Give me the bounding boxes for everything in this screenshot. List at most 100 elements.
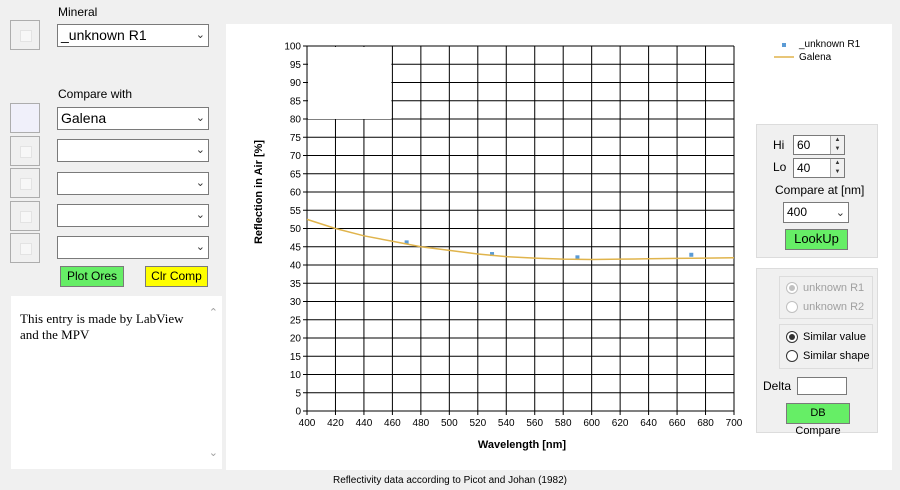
- x-tick-label: 460: [384, 418, 401, 429]
- y-tick-label: 85: [290, 96, 302, 107]
- x-tick-label: 560: [526, 418, 543, 429]
- x-tick-label: 480: [413, 418, 430, 429]
- spin-down-icon[interactable]: ▼: [830, 168, 844, 177]
- compare-select-4[interactable]: ⌄: [57, 204, 209, 227]
- compare-color-swatch-3[interactable]: [10, 168, 40, 198]
- y-tick-label: 70: [290, 151, 302, 162]
- compare-at-label: Compare at [nm]: [775, 183, 865, 197]
- legend-label-unknown: _unknown R1: [798, 39, 861, 50]
- x-tick-label: 420: [327, 418, 344, 429]
- hi-spinner[interactable]: 60 ▲ ▼: [793, 135, 845, 155]
- db-compare-button[interactable]: DB Compare: [786, 403, 850, 437]
- y-tick-label: 45: [290, 242, 302, 253]
- mineral-color-swatch[interactable]: [10, 20, 40, 50]
- chevron-down-icon: ⌄: [195, 209, 205, 221]
- legend-label-galena: Galena: [799, 52, 832, 63]
- compare-color-swatch-1[interactable]: [10, 103, 40, 133]
- chevron-down-icon: ⌄: [195, 241, 205, 253]
- x-tick-label: 520: [469, 418, 486, 429]
- compare-select-5[interactable]: ⌄: [57, 236, 209, 259]
- y-tick-label: 90: [290, 78, 302, 89]
- compare-at-select[interactable]: 400 ⌄: [783, 202, 849, 223]
- unknown-r1-point: [490, 252, 495, 257]
- galena-series-line: [306, 218, 735, 261]
- radio-dot-icon: [786, 282, 798, 295]
- y-tick-label: 95: [290, 60, 302, 71]
- compare-select-2[interactable]: ⌄: [57, 139, 209, 162]
- x-tick-label: 400: [299, 418, 316, 429]
- x-tick-label: 500: [441, 418, 458, 429]
- lookup-button[interactable]: LookUp: [785, 229, 848, 250]
- spin-up-icon[interactable]: ▲: [830, 136, 844, 145]
- db-compare-group: unknown R1 unknown R2 Similar value Simi…: [756, 268, 878, 437]
- chevron-down-icon: ⌄: [195, 144, 205, 156]
- similarity-mode-box: Similar value Similar shape: [779, 324, 873, 369]
- radio-unknown-r2[interactable]: unknown R2: [786, 301, 864, 314]
- compare-with-label: Compare with: [58, 87, 133, 101]
- y-tick-label: 55: [290, 206, 302, 217]
- x-tick-label: 700: [726, 418, 743, 429]
- lo-spinner[interactable]: 40 ▲ ▼: [793, 158, 845, 178]
- reflectivity-chart: 400 420 440 460 480 500 520 540 560 580 600 620 640 6…: [253, 39, 861, 451]
- x-tick-label: 540: [498, 418, 515, 429]
- radio-similar-shape[interactable]: Similar shape: [786, 350, 870, 363]
- y-tick-label: 60: [290, 188, 302, 199]
- delta-label: Delta: [763, 379, 792, 393]
- radio-dot-icon: [786, 350, 798, 363]
- unknown-r1-point: [575, 255, 580, 260]
- y-tick-label: 65: [290, 169, 302, 180]
- mineral-select-value: _unknown R1: [61, 27, 147, 43]
- scroll-down-icon[interactable]: ⌄: [208, 447, 218, 459]
- lo-label: Lo: [773, 160, 787, 174]
- y-tick-label: 100: [284, 42, 301, 53]
- clr-comp-button[interactable]: Clr Comp: [145, 266, 208, 287]
- x-tick-label: 600: [583, 418, 600, 429]
- compare-at-value: 400: [787, 205, 808, 219]
- compare-select-value: Galena: [61, 110, 107, 126]
- notes-text: This entry is made by LabView and the MP…: [20, 311, 184, 342]
- compare-color-swatch-2[interactable]: [10, 136, 40, 166]
- mineral-label: Mineral: [58, 5, 98, 19]
- y-tick-label: 5: [295, 388, 301, 399]
- compare-color-swatch-4[interactable]: [10, 201, 40, 231]
- delta-input[interactable]: [797, 377, 847, 395]
- hi-label: Hi: [773, 138, 785, 152]
- y-tick-label: 75: [290, 133, 302, 144]
- x-axis-label: Wavelength [nm]: [478, 439, 567, 451]
- radio-dot-icon: [786, 301, 798, 314]
- y-tick-label: 50: [290, 224, 302, 235]
- chevron-down-icon: ⌄: [195, 177, 205, 189]
- range-lookup-group: Hi 60 ▲ ▼ Lo 40 ▲ ▼ Compare at [nm] 400 …: [756, 124, 878, 258]
- legend-marker-unknown: [782, 43, 786, 47]
- plot-ores-button[interactable]: Plot Ores: [60, 266, 124, 287]
- compare-color-swatch-5[interactable]: [10, 233, 40, 263]
- radio-dot-icon: [786, 331, 798, 344]
- y-tick-label: 10: [290, 370, 302, 381]
- chevron-down-icon: ⌄: [195, 112, 205, 124]
- y-tick-label: 15: [290, 352, 302, 363]
- x-tick-label: 660: [669, 418, 686, 429]
- y-tick-label: 80: [290, 115, 302, 126]
- radio-similar-value[interactable]: Similar value: [786, 331, 866, 344]
- plot-blank-region: [308, 47, 392, 119]
- y-tick-label: 40: [290, 261, 302, 272]
- y-tick-label: 25: [290, 315, 302, 326]
- unknown-r1-point: [404, 240, 409, 245]
- spin-up-icon[interactable]: ▲: [830, 159, 844, 168]
- mineral-select[interactable]: _unknown R1 ⌄: [57, 24, 209, 47]
- chevron-down-icon: ⌄: [835, 207, 845, 219]
- y-tick-label: 0: [295, 407, 301, 418]
- unknown-selector-box: unknown R1 unknown R2: [779, 276, 873, 319]
- spin-down-icon[interactable]: ▼: [830, 145, 844, 154]
- compare-select-3[interactable]: ⌄: [57, 172, 209, 195]
- y-tick-label: 30: [290, 297, 302, 308]
- x-tick-label: 680: [697, 418, 714, 429]
- x-tick-label: 580: [555, 418, 572, 429]
- y-tick-label: 20: [290, 334, 302, 345]
- notes-textbox[interactable]: This entry is made by LabView and the MP…: [11, 296, 222, 469]
- radio-unknown-r1[interactable]: unknown R1: [786, 282, 864, 295]
- compare-select-1[interactable]: Galena ⌄: [57, 107, 209, 130]
- scroll-up-icon[interactable]: ⌃: [208, 307, 218, 319]
- y-tick-label: 35: [290, 279, 302, 290]
- x-tick-label: 620: [612, 418, 629, 429]
